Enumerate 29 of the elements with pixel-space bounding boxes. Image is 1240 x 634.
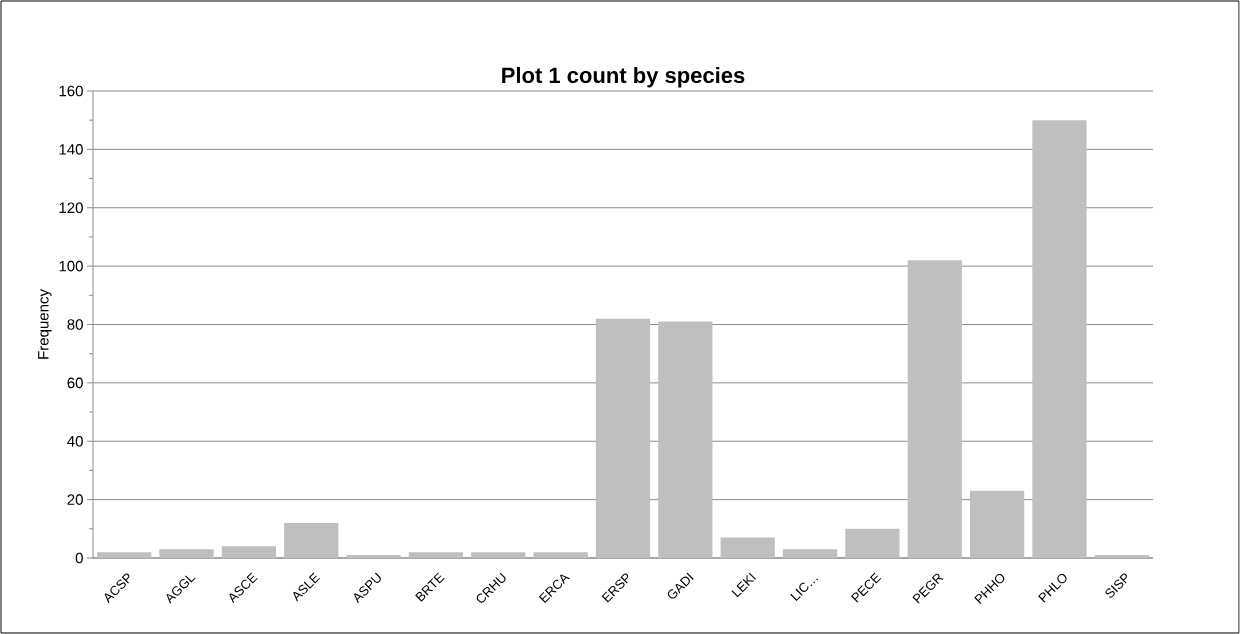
bar bbox=[1094, 555, 1149, 558]
x-tick-label: LIC… bbox=[790, 578, 819, 601]
y-tick-label: 140 bbox=[59, 144, 83, 155]
y-tick-label: 60 bbox=[67, 377, 83, 389]
bar bbox=[595, 318, 651, 558]
y-axis-title: Frequency bbox=[38, 289, 52, 359]
bar bbox=[720, 537, 775, 558]
bar bbox=[1032, 120, 1087, 558]
y-tick-label: 120 bbox=[59, 202, 83, 214]
bar bbox=[782, 549, 838, 558]
y-tick-label: 40 bbox=[67, 435, 83, 447]
bar bbox=[284, 522, 339, 558]
y-tick-label: 100 bbox=[59, 260, 83, 272]
bar bbox=[533, 552, 588, 558]
bar bbox=[221, 546, 277, 558]
bar bbox=[658, 321, 713, 558]
y-tick-label: 20 bbox=[67, 494, 83, 505]
bar bbox=[346, 555, 401, 558]
bar bbox=[159, 549, 214, 558]
y-tick-label: 160 bbox=[59, 85, 83, 97]
bar bbox=[471, 552, 526, 558]
y-tick-label: 80 bbox=[67, 319, 83, 330]
bar bbox=[97, 552, 152, 558]
chart-title: Plot 1 count by species bbox=[502, 66, 745, 88]
bar bbox=[408, 552, 464, 558]
y-tick-label: 0 bbox=[75, 552, 83, 564]
bar bbox=[907, 260, 962, 558]
bar bbox=[845, 528, 900, 558]
bar bbox=[969, 490, 1025, 558]
